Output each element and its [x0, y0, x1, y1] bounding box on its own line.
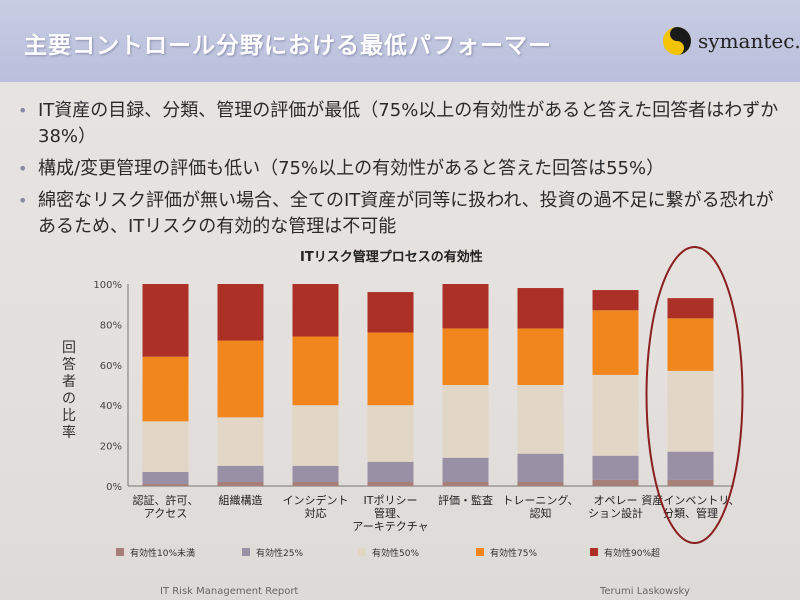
bar-segment-s90 [517, 288, 564, 329]
x-category-label: アクセス [144, 507, 187, 520]
bar-segment-s10 [592, 479, 639, 486]
legend-label: 有効性50% [372, 547, 419, 559]
bullet-item: • 構成/変更管理の評価も低い（75%以上の有効性があると答えた回答は55%） [18, 156, 788, 182]
symantec-logo-icon [663, 27, 691, 55]
bar-segment-s10 [442, 481, 489, 486]
bar-segment-s50 [667, 370, 714, 452]
bar-segment-s90 [667, 298, 714, 319]
x-category-label: 分類、管理 [663, 506, 718, 520]
bar-segment-s25 [217, 465, 264, 482]
bar-segment-s75 [442, 328, 489, 385]
x-category-label: 認知 [530, 506, 552, 520]
bullet-list: • IT資産の目録、分類、管理の評価が最低（75%以上の有効性があると答えた回答… [18, 98, 788, 246]
bar-segment-s90 [142, 284, 189, 357]
bar-segment-s25 [292, 465, 339, 482]
bullet-item: • IT資産の目録、分類、管理の評価が最低（75%以上の有効性があると答えた回答… [18, 98, 788, 150]
legend-swatch [476, 548, 484, 556]
bar-segment-s10 [142, 483, 189, 486]
legend-swatch [116, 548, 124, 556]
bar-segment-s50 [292, 405, 339, 466]
bar-segment-s10 [217, 481, 264, 486]
bullet-text: IT資産の目録、分類、管理の評価が最低（75%以上の有効性があると答えた回答者は… [38, 100, 779, 147]
y-tick-label: 80% [100, 320, 122, 331]
bar-segment-s90 [442, 284, 489, 329]
bullet-dot-icon: • [18, 159, 28, 178]
slide-header: 主要コントロール分野における最低パフォーマー symantec. [0, 0, 800, 82]
bar-segment-s50 [217, 417, 264, 466]
bar-segment-s75 [292, 336, 339, 406]
bar-segment-s25 [592, 455, 639, 480]
bar-segment-s75 [592, 310, 639, 375]
highlight-ellipse [645, 246, 744, 544]
x-category-label: 組織構造 [219, 493, 263, 507]
company-logo: symantec. [662, 26, 800, 56]
x-category-label: 資産インベントリ、 [641, 494, 739, 507]
bar-segment-s25 [367, 461, 414, 482]
bullet-text: 構成/変更管理の評価も低い（75%以上の有効性があると答えた回答は55%） [38, 158, 665, 179]
x-category-label: 対応 [305, 506, 327, 520]
x-category-label: インシデント [283, 493, 349, 507]
bar-segment-s90 [217, 284, 264, 341]
x-category-label: 評価・監査 [438, 493, 493, 507]
y-tick-label: 60% [100, 361, 122, 372]
y-tick-label: 100% [93, 280, 122, 291]
footer-author: Terumi Laskowsky [600, 586, 690, 597]
x-category-label: 管理、 [374, 506, 407, 520]
legend-label: 有効性25% [256, 547, 303, 559]
x-category-label: アーキテクチャ [352, 520, 428, 533]
y-tick-label: 40% [100, 401, 122, 412]
bullet-dot-icon: • [18, 191, 28, 210]
legend-swatch [590, 548, 598, 556]
bar-segment-s25 [517, 453, 564, 482]
bar-segment-s75 [667, 318, 714, 371]
bar-segment-s50 [142, 421, 189, 472]
bullet-dot-icon: • [18, 101, 28, 120]
bullet-item: • 綿密なリスク評価が無い場合、全てのIT資産が同等に扱われ、投資の過不足に繋が… [18, 188, 788, 240]
slide-title: 主要コントロール分野における最低パフォーマー [24, 33, 552, 59]
bar-segment-s75 [367, 332, 414, 406]
bar-segment-s50 [442, 385, 489, 458]
x-category-label: トレーニング、 [502, 493, 578, 507]
legend-label: 有効性75% [490, 547, 537, 559]
legend-label: 有効性90%超 [604, 547, 660, 559]
bar-segment-s90 [292, 284, 339, 337]
chart-y-axis-label: 回答者の比率 [62, 340, 76, 441]
bar-segment-s75 [217, 340, 264, 418]
bar-segment-s10 [367, 481, 414, 486]
bar-segment-s10 [517, 481, 564, 486]
bar-segment-s25 [442, 457, 489, 482]
legend-swatch [242, 548, 250, 556]
x-category-label: ITポリシー [364, 494, 418, 507]
y-tick-label: 0% [106, 482, 122, 493]
bar-segment-s75 [142, 356, 189, 422]
bar-segment-s10 [292, 481, 339, 486]
bar-segment-s50 [517, 385, 564, 454]
legend-label: 有効性10%未満 [130, 547, 195, 559]
x-category-label: オペレー [594, 494, 638, 507]
bar-segment-s75 [517, 328, 564, 385]
bar-segment-s25 [142, 471, 189, 484]
bar-segment-s50 [367, 405, 414, 462]
logo-text: symantec. [698, 29, 800, 53]
x-category-label: ション設計 [588, 506, 643, 520]
legend-swatch [358, 548, 366, 556]
x-category-label: 認証、許可、 [133, 493, 199, 507]
footer-report-name: IT Risk Management Report [160, 586, 299, 597]
bar-segment-s50 [592, 374, 639, 456]
bar-segment-s25 [667, 451, 714, 480]
bar-segment-s90 [367, 292, 414, 333]
y-tick-label: 20% [100, 442, 122, 453]
bar-segment-s10 [667, 479, 714, 486]
bar-segment-s90 [592, 290, 639, 311]
chart-title: ITリスク管理プロセスの有効性 [300, 250, 483, 265]
bullet-text: 綿密なリスク評価が無い場合、全てのIT資産が同等に扱われ、投資の過不足に繋がる恐… [38, 190, 774, 237]
